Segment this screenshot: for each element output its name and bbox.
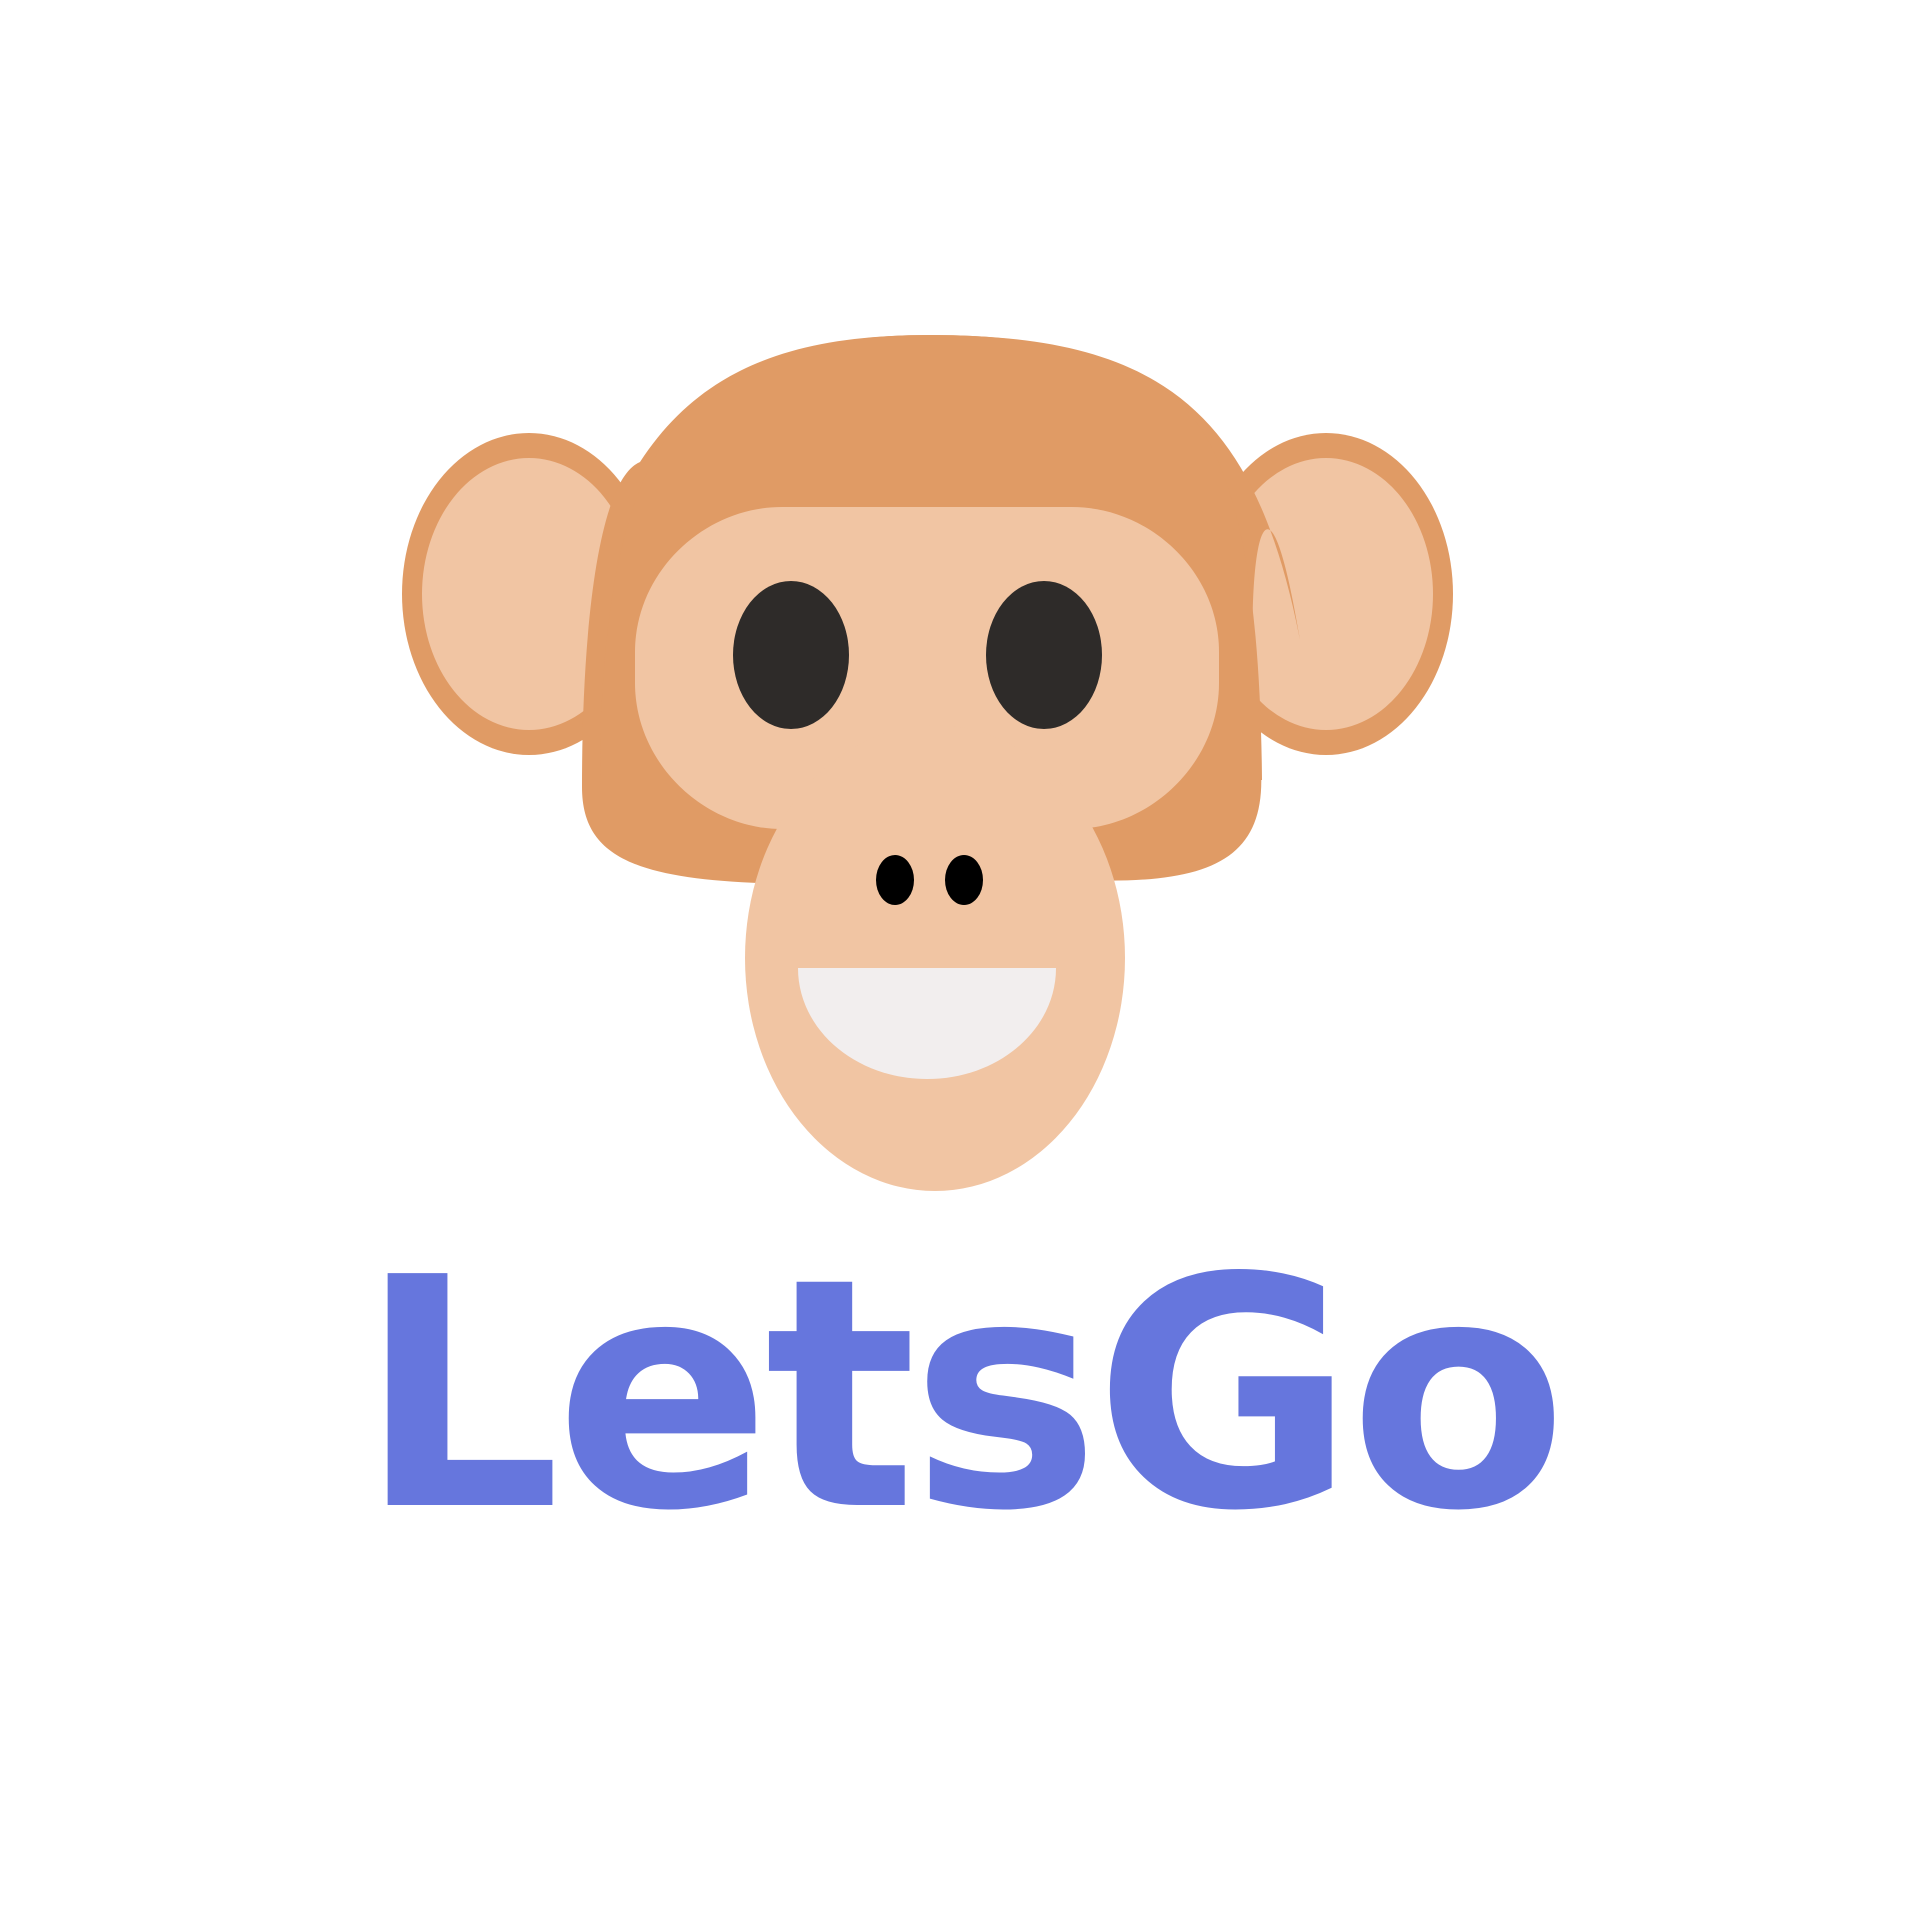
right-eye <box>986 581 1102 729</box>
right-ear-inner <box>1219 458 1433 730</box>
left-ear-inner <box>422 458 636 730</box>
right-nostril <box>945 855 983 905</box>
left-eye <box>733 581 849 729</box>
brand-wordmark: LetsGo <box>358 1210 1567 1580</box>
left-nostril <box>876 855 914 905</box>
muzzle <box>745 725 1125 1191</box>
mouth <box>798 968 1056 1079</box>
